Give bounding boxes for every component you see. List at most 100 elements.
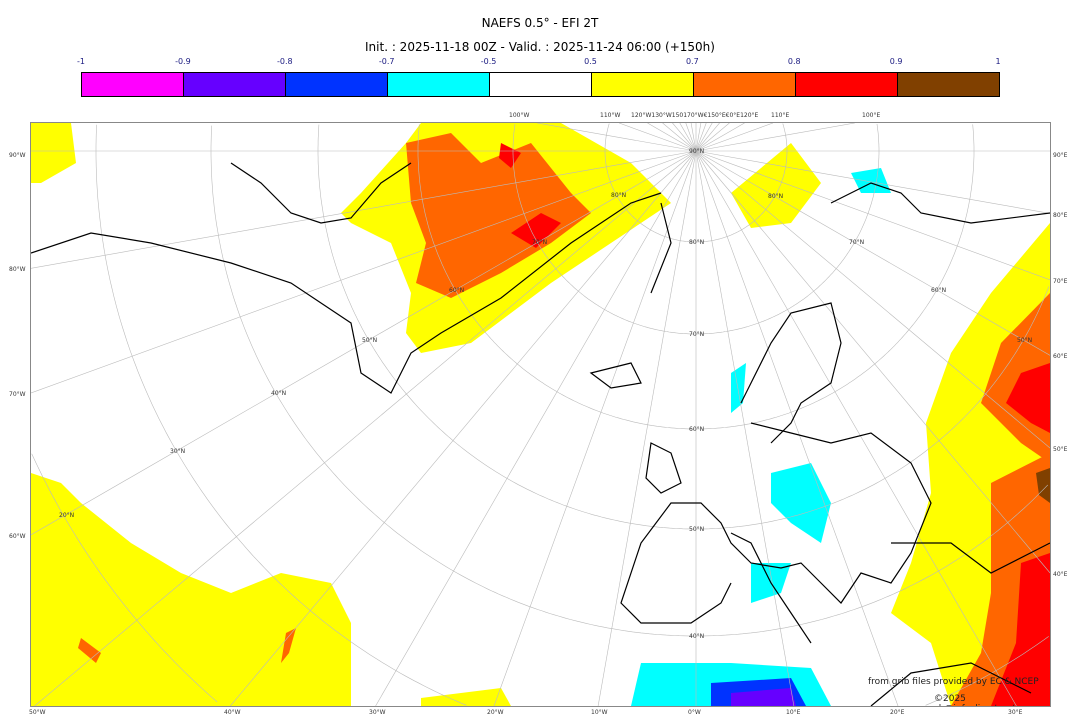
meridian-line <box>537 123 697 152</box>
chart-title: NAEFS 0.5° - EFI 2T <box>481 16 599 30</box>
lat-label: 80°N <box>689 239 705 246</box>
meridian-line <box>695 123 713 152</box>
meridian-line <box>695 123 720 152</box>
meridian-line <box>230 150 697 706</box>
colorbar-segment <box>694 73 796 96</box>
lon-label-bottom: 50°W <box>29 709 46 716</box>
lat-label: 40°N <box>689 633 705 640</box>
colorbar <box>81 72 1000 97</box>
efi-area-yellow <box>421 688 511 706</box>
lon-label-bottom: 20°W <box>487 709 504 716</box>
meridian-line <box>375 150 697 706</box>
efi-area-cyan <box>731 363 746 413</box>
latitude-line <box>972 124 975 151</box>
lon-label-bottom: 30°E <box>1008 709 1023 716</box>
colorbar-segment <box>898 73 999 96</box>
map: 90°N 80°N 70°N 60°N 50°N 40°N 30°N 20°N 80°N 70°N… <box>30 122 1051 707</box>
graticule <box>31 123 1050 706</box>
meridian-line <box>690 123 697 152</box>
lat-label: 50°N <box>362 337 378 344</box>
meridian-line <box>597 150 697 706</box>
lat-label: 50°N <box>689 526 705 533</box>
lat-label: 60°N <box>449 287 465 294</box>
latitude-line <box>604 123 788 243</box>
colorbar-tick-label: -0.9 <box>175 57 191 66</box>
meridian-line <box>695 123 730 152</box>
lat-label: 70°N <box>689 331 705 338</box>
colorbar-segment <box>796 73 898 96</box>
meridian-line <box>672 123 697 152</box>
colorbar-segment <box>592 73 694 96</box>
lat-label: 50°N <box>1017 337 1033 344</box>
meridian-line <box>31 150 697 536</box>
colorbar-segment <box>184 73 286 96</box>
meridian-line <box>31 150 697 269</box>
latitude-line <box>31 453 218 703</box>
lat-label: 70°N <box>532 239 548 246</box>
lon-label-bottom: 10°W <box>591 709 608 716</box>
efi-area-cyan <box>851 168 891 193</box>
lat-label: 80°N <box>611 192 627 199</box>
meridian-line <box>695 150 899 706</box>
latitude-line <box>782 123 788 151</box>
meridian-line <box>662 123 697 152</box>
efi-fields <box>31 123 1050 706</box>
meridian-line <box>679 123 697 152</box>
lon-label-right: 40°E <box>1053 571 1068 578</box>
lon-label-top: 100°W <box>509 112 530 119</box>
colorbar-tick-label: -1 <box>77 57 85 66</box>
latitude-line <box>417 124 975 430</box>
colorbar-tick-label: 1 <box>995 57 1001 66</box>
efi-area-orange <box>406 133 591 298</box>
lon-label-left: 80°W <box>9 266 26 273</box>
efi-area-purple <box>731 688 796 706</box>
colorbar-tick-label: -0.7 <box>378 57 395 66</box>
meridian-line <box>695 150 1050 281</box>
lat-label: 70°N <box>849 239 865 246</box>
meridian-line <box>34 150 697 706</box>
lon-label-right: 70°E <box>1053 278 1068 285</box>
lat-label: 20°N <box>59 512 75 519</box>
lon-label-top: 100°E <box>862 112 881 119</box>
efi-area-red <box>991 553 1050 706</box>
meridian-line <box>695 123 745 152</box>
meridian-line <box>31 150 697 394</box>
lon-label-left: 60°W <box>9 533 26 540</box>
colorbar-tick-label: 0.7 <box>685 57 699 66</box>
lon-label-bottom: 20°E <box>890 709 905 716</box>
meridian-line <box>618 123 697 152</box>
meridian-line <box>695 123 855 152</box>
lon-label-right: 60°E <box>1053 353 1068 360</box>
meridian-line <box>695 150 1050 214</box>
meridian-line <box>695 150 795 706</box>
lon-label-bottom: 40°W <box>224 709 241 716</box>
meridian-line <box>685 123 697 152</box>
meridian-line <box>647 123 697 152</box>
lat-label: 30°N <box>170 448 186 455</box>
lon-label-bottom: 0°W <box>688 709 701 716</box>
efi-area-yellow <box>731 143 821 228</box>
efi-area-yellow <box>31 123 76 183</box>
lon-label-top: 110°W <box>600 112 621 119</box>
latitude-line <box>512 123 880 335</box>
lon-label-top: 110°E <box>771 112 790 119</box>
meridian-line <box>695 123 702 152</box>
lon-label-right: 80°E <box>1053 212 1068 219</box>
colorbar-segment <box>388 73 490 96</box>
efi-area-red <box>511 213 561 248</box>
lat-label: 60°N <box>689 426 705 433</box>
map-canvas <box>31 123 1050 706</box>
meridian-line <box>695 150 1050 574</box>
efi-area-red <box>499 143 521 168</box>
latitude-line <box>925 636 1049 706</box>
efi-area-orange <box>78 638 101 663</box>
meridian-line <box>493 150 697 706</box>
latitude-line <box>210 125 1049 637</box>
source-credit: from grib files provided by EC & NCEP <box>868 677 1039 687</box>
coastlines <box>31 162 1050 706</box>
colorbar-segment <box>490 73 592 96</box>
lon-label-right: 90°E <box>1053 152 1068 159</box>
lat-label: 80°N <box>768 193 784 200</box>
lat-label: 40°N <box>271 390 287 397</box>
colorbar-tick-label: 0.5 <box>584 57 597 66</box>
